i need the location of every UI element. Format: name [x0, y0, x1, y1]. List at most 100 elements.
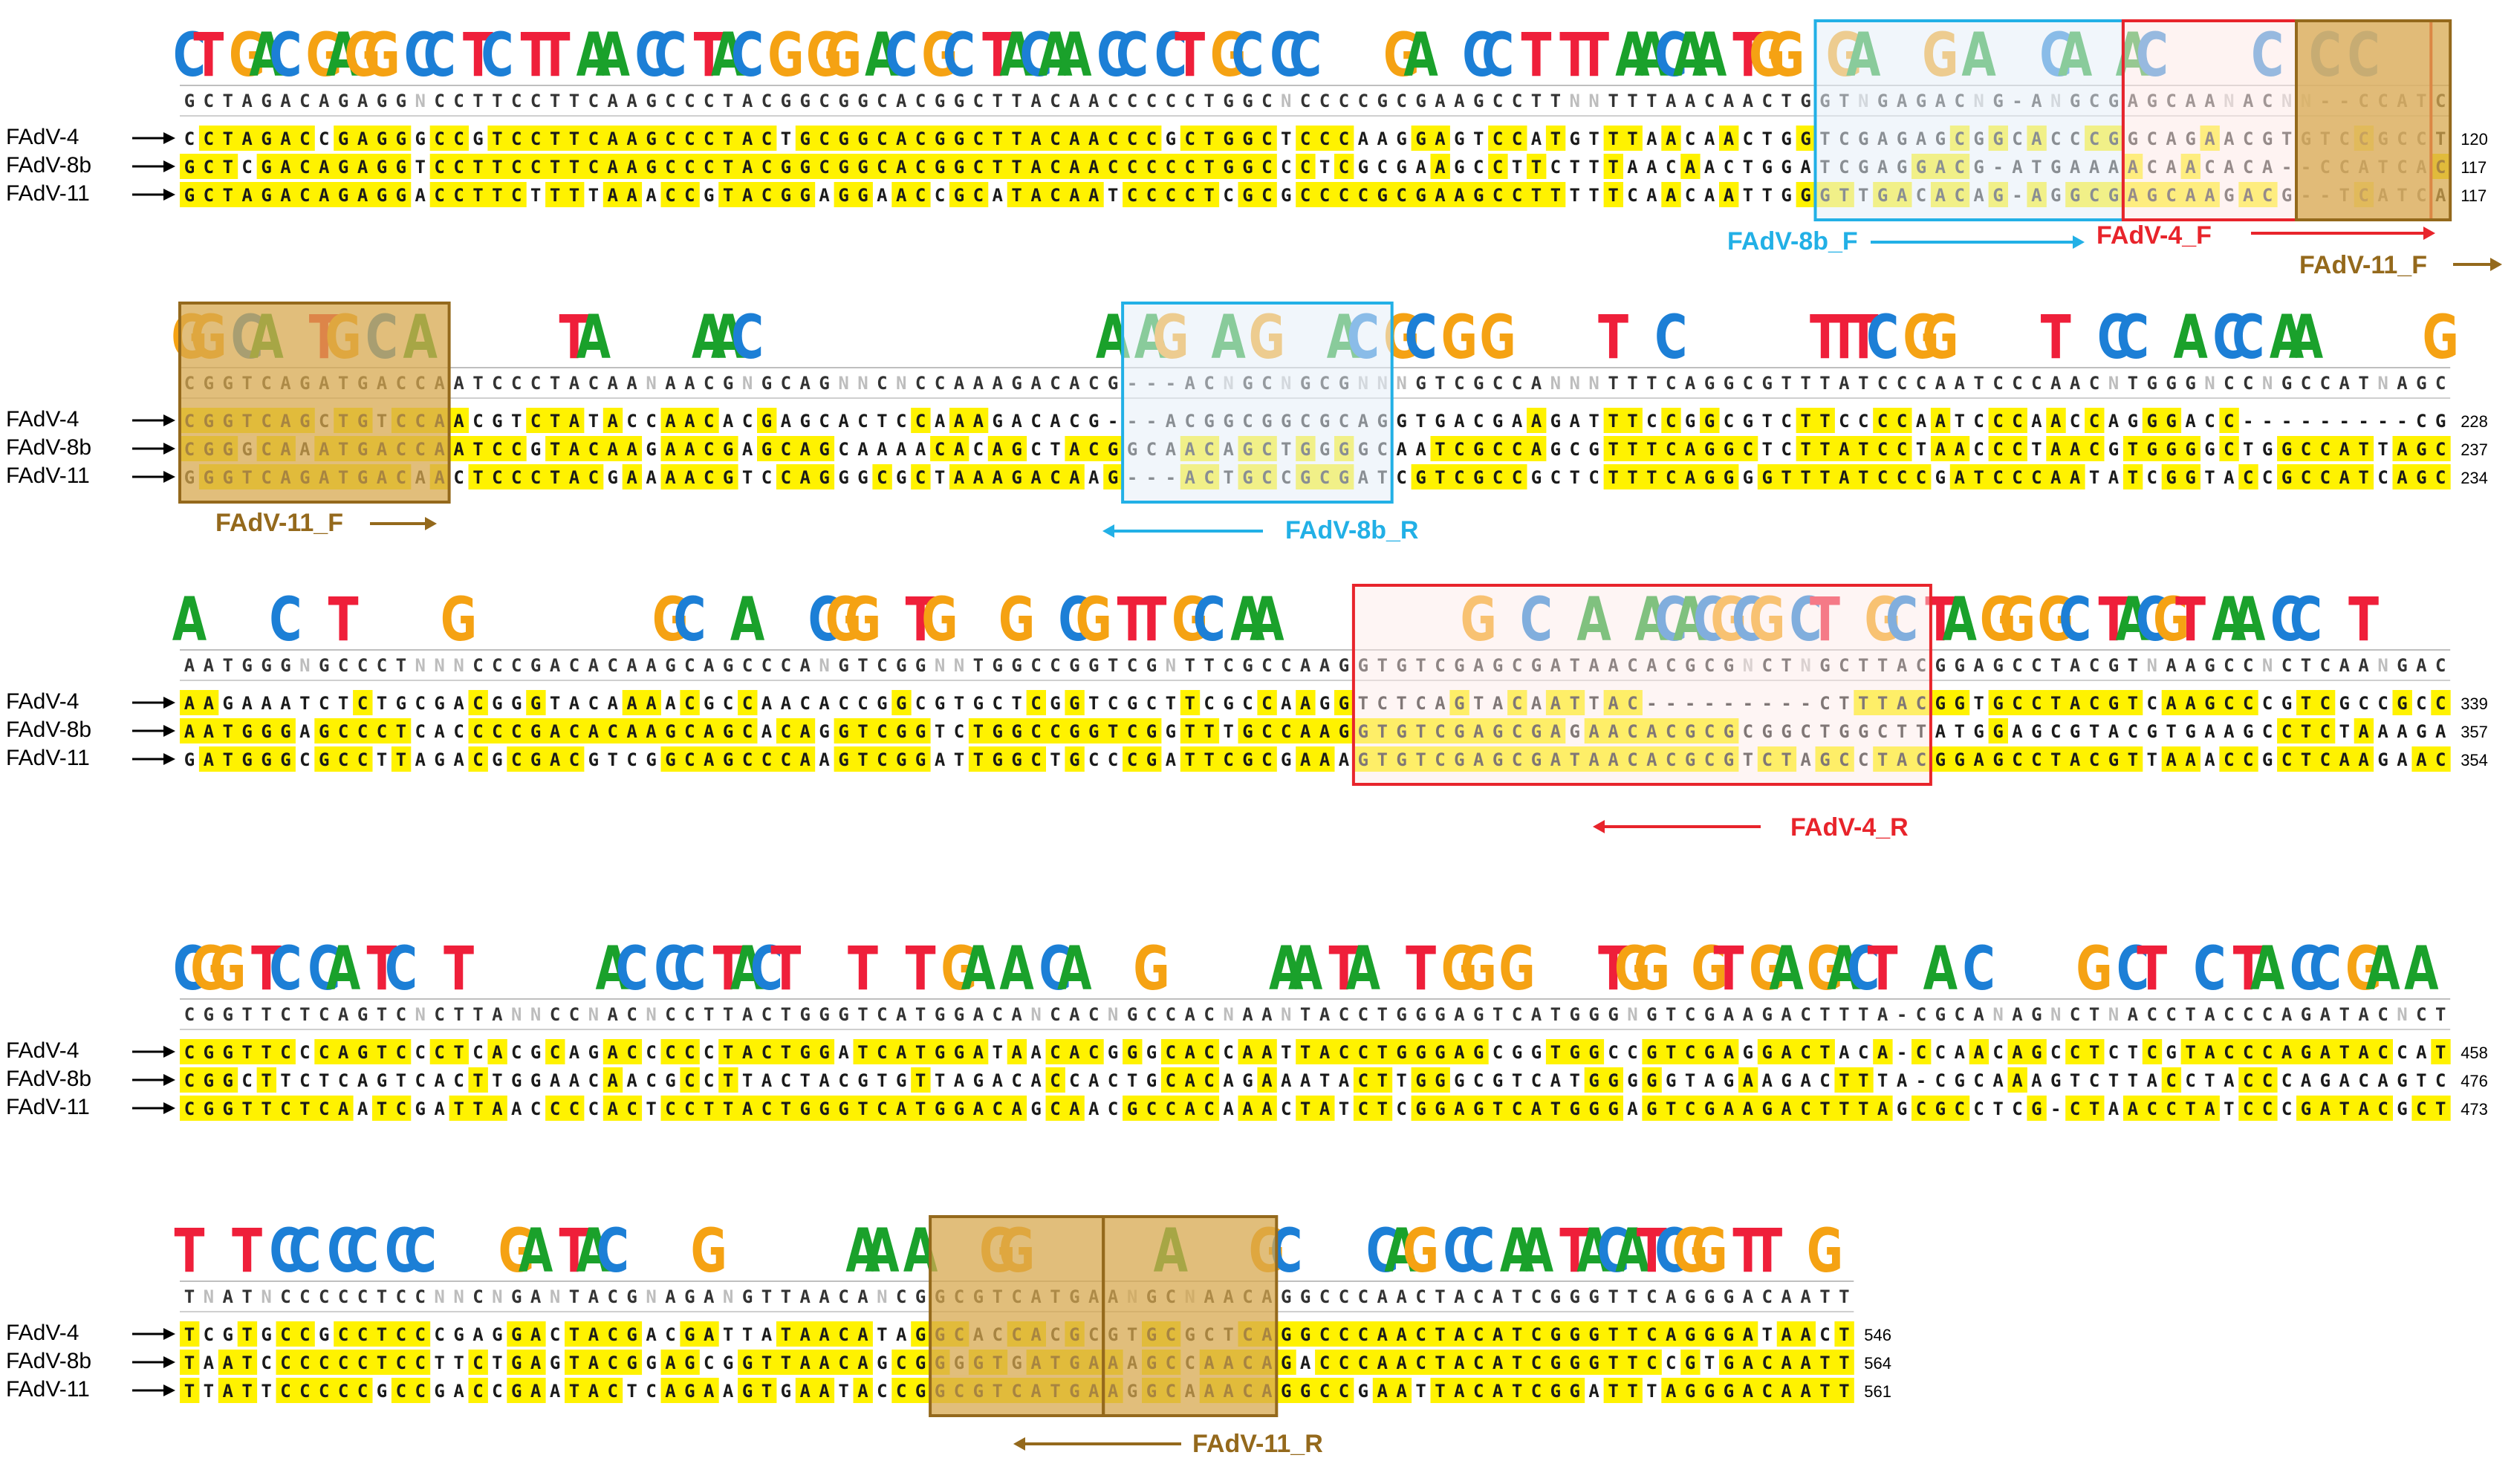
sequence-base: A — [2320, 1042, 2331, 1063]
sequence-base: G — [319, 721, 329, 742]
sequence-base: G — [1646, 1099, 1657, 1119]
sequence-base: T — [2435, 1099, 2446, 1119]
sequence-base: A — [2397, 721, 2408, 742]
sequence-base: C — [1877, 439, 1888, 460]
sequence-base: G — [838, 185, 848, 206]
row-arrowhead — [163, 1328, 175, 1340]
sequence-base: T — [954, 693, 964, 714]
logo-letter: C — [404, 1216, 437, 1286]
sequence-base: C — [1300, 128, 1310, 149]
sequence-base: G — [1108, 1042, 1118, 1063]
identity-cell — [1103, 154, 1123, 179]
consensus-base: T — [1627, 373, 1637, 394]
sequence-base: C — [1166, 1070, 1176, 1091]
sequence-base: C — [896, 411, 906, 432]
sequence-base: C — [1666, 1353, 1676, 1373]
sequence-base: T — [857, 1042, 868, 1063]
sequence-base: G — [204, 1070, 214, 1091]
consensus-base: G — [1146, 655, 1157, 676]
sequence-base: G — [453, 1324, 464, 1345]
sequence-base: A — [896, 1324, 907, 1345]
logo-letter: G — [306, 20, 342, 90]
sequence-base: T — [1627, 1353, 1637, 1373]
sequence-base: C — [1608, 1042, 1618, 1063]
sequence-base: T — [2128, 439, 2138, 460]
sequence-base: G — [1358, 1381, 1368, 1402]
identity-cell — [968, 154, 989, 179]
sequence-base: T — [377, 1042, 387, 1063]
identity-cell — [391, 126, 412, 151]
sequence-base: G — [2147, 411, 2157, 432]
sequence-base: G — [646, 157, 656, 178]
identity-cell — [1527, 408, 1547, 433]
sequence-base: C — [1992, 467, 2003, 488]
sequence-base: C — [2224, 411, 2234, 432]
sequence-base: C — [1473, 411, 1484, 432]
consensus-base: C — [396, 1004, 406, 1025]
sequence-base: G — [1223, 157, 1233, 178]
consensus-base: C — [877, 91, 887, 111]
consensus-base: G — [1724, 373, 1734, 394]
row-label: FAdV-4 — [6, 125, 79, 149]
consensus-base: G — [1704, 1004, 1715, 1025]
sequence-base: C — [472, 1353, 483, 1373]
sequence-base: T — [280, 1070, 290, 1091]
sequence-base: A — [2377, 1070, 2388, 1091]
sequence-base: C — [396, 1324, 406, 1345]
identity-cell — [718, 182, 738, 207]
logo-letter: G — [1691, 1216, 1727, 1286]
identity-cell — [680, 182, 700, 207]
sequence-base: G — [1608, 1099, 1618, 1119]
sequence-base: G — [1300, 1324, 1310, 1345]
sequence-base: A — [1704, 157, 1715, 178]
sequence-base: G — [1992, 749, 2003, 770]
sequence-base: T — [1011, 128, 1021, 149]
sequence-base: T — [2301, 693, 2311, 714]
sequence-base: G — [1570, 128, 1580, 149]
sequence-base: A — [1646, 157, 1657, 178]
sequence-base: C — [415, 1042, 426, 1063]
sequence-base: G — [1146, 1042, 1157, 1063]
consensus-base: G — [357, 1004, 368, 1025]
sequence-base: A — [665, 411, 676, 432]
sequence-base: C — [1992, 411, 2003, 432]
logo-letter: G — [998, 585, 1035, 654]
sequence-base: C — [838, 1324, 848, 1345]
sequence-base: C — [1185, 157, 1195, 178]
sequence-base: C — [1415, 1324, 1426, 1345]
sequence-base: T — [1839, 1324, 1849, 1345]
consensus-base: A — [1185, 1004, 1196, 1025]
consensus-base: C — [2070, 1004, 2080, 1025]
identity-cell — [1545, 126, 1566, 151]
identity-cell — [1527, 182, 1547, 207]
identity-cell — [2219, 408, 2239, 433]
consensus-base: A — [453, 373, 464, 394]
sequence-base: G — [492, 693, 502, 714]
sequence-base: A — [569, 1042, 580, 1063]
identity-cell — [622, 126, 643, 151]
sequence-base: C — [2320, 721, 2331, 742]
sequence-base: G — [1897, 1099, 1907, 1119]
row-label: FAdV-11 — [6, 463, 90, 488]
identity-cell — [256, 126, 276, 151]
sequence-base: T — [1627, 439, 1637, 460]
sequence-base: C — [761, 157, 772, 178]
logo-letter: A — [865, 20, 899, 90]
sequence-base: G — [1743, 1042, 1753, 1063]
sequence-base: T — [1762, 185, 1773, 206]
consensus-base: A — [665, 1286, 676, 1307]
sequence-base: C — [453, 467, 464, 488]
sequence-base: C — [2243, 1099, 2253, 1119]
consensus-base: T — [1011, 91, 1021, 111]
sequence-base: C — [1127, 157, 1137, 178]
identity-cell — [1488, 182, 1508, 207]
sequence-base: C — [1261, 693, 1272, 714]
sequence-base: G — [1685, 411, 1695, 432]
sequence-base: A — [1300, 721, 1311, 742]
sequence-base: T — [396, 1070, 406, 1091]
sequence-base: T — [453, 1042, 464, 1063]
sequence-base: G — [608, 467, 618, 488]
sequence-base: A — [280, 157, 291, 178]
consensus-base: T — [857, 1004, 868, 1025]
sequence-base: T — [723, 128, 733, 149]
